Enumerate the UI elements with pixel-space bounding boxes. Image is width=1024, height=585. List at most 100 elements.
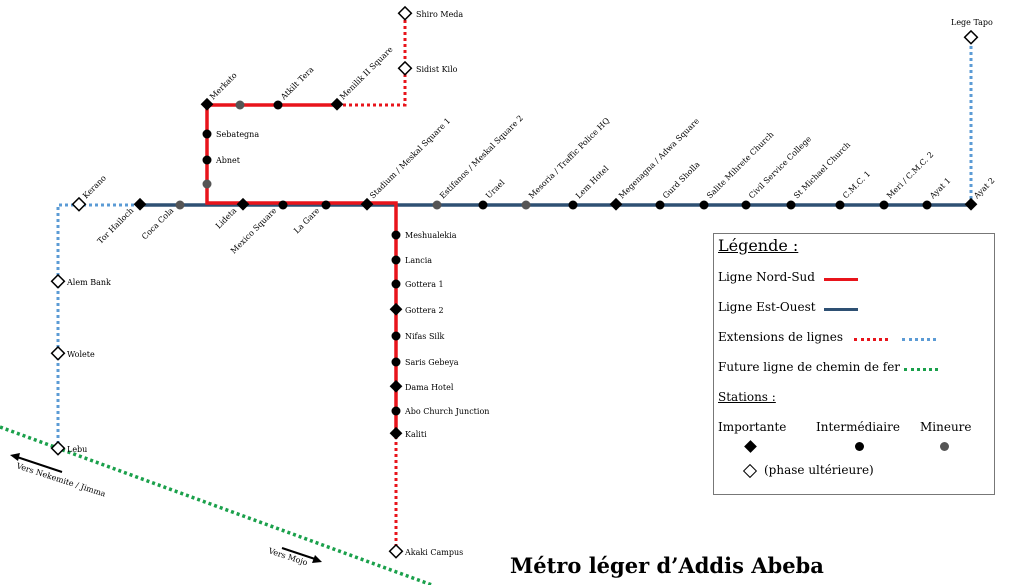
- label-akaki: Akaki Campus: [404, 548, 463, 557]
- map-title: Métro léger d’Addis Abeba: [510, 553, 824, 578]
- station-ayat2-marker[interactable]: [964, 197, 978, 211]
- future-railway-line: [0, 425, 433, 585]
- label-coca-cola: Coca Cola: [140, 206, 176, 242]
- station-wolete-marker[interactable]: [50, 345, 66, 361]
- legend-railway-swatch: [904, 368, 938, 371]
- station-markers: [50, 5, 979, 559]
- station-tor-hailoch-marker[interactable]: [133, 197, 147, 211]
- legend-importante-label: Importante: [718, 420, 787, 434]
- label-alem-bank: Alem Bank: [66, 278, 111, 287]
- label-ayat1: Ayat 1: [927, 176, 952, 201]
- station-abnet-marker[interactable]: [202, 155, 212, 165]
- label-cmc1: C.M.C. 1: [841, 169, 872, 200]
- label-la-gare: La Gare: [292, 206, 321, 235]
- station-st-michael-marker[interactable]: [786, 200, 796, 210]
- station-kerano-marker[interactable]: [71, 196, 87, 212]
- station-civil-service-marker[interactable]: [741, 200, 751, 210]
- station-estifanos-marker[interactable]: [432, 200, 442, 210]
- station-lancia-marker[interactable]: [391, 255, 401, 265]
- label-abnet: Abnet: [215, 156, 241, 165]
- legend-extension-ns-swatch: [854, 338, 888, 341]
- label-sidist-kilo: Sidist Kilo: [416, 65, 458, 74]
- label-lebu: Lebu: [67, 445, 87, 454]
- legend-nord-sud-swatch: [824, 278, 858, 281]
- station-lege-tapo-marker[interactable]: [963, 29, 979, 45]
- station-atkilt-tera-marker[interactable]: [273, 100, 283, 110]
- station-ayat1-marker[interactable]: [922, 200, 932, 210]
- station-kaliti-marker[interactable]: [389, 426, 403, 440]
- legend-mineure-icon: [940, 442, 949, 451]
- legend-nord-sud-label: Ligne Nord-Sud: [718, 270, 815, 284]
- nord-sud-line: [205, 103, 398, 434]
- label-mesoria: Mesoria / Traffic Police HQ: [527, 116, 612, 201]
- station-lebu-marker[interactable]: [50, 440, 66, 456]
- station-salite-marker[interactable]: [699, 200, 709, 210]
- label-lem-hotel: Lem Hotel: [574, 164, 611, 201]
- legend-est-ouest-swatch: [824, 308, 858, 311]
- station-alem-bank-marker[interactable]: [50, 273, 66, 289]
- station-merkato-marker[interactable]: [200, 97, 214, 111]
- legend-future-station-icon: [742, 463, 758, 479]
- station-lem-hotel-marker[interactable]: [568, 200, 578, 210]
- label-tor-hailoch: Tor Hailoch: [96, 206, 136, 246]
- arrowhead-mojo-icon: [312, 555, 322, 563]
- station-megenagna-marker[interactable]: [609, 197, 623, 211]
- station-menilik-marker[interactable]: [330, 97, 344, 111]
- label-nifas-silk: Nifas Silk: [405, 332, 445, 341]
- station-gottera2-marker[interactable]: [389, 302, 403, 316]
- label-merkato: Merkato: [208, 71, 239, 102]
- legend-extension-eo-swatch: [902, 338, 936, 341]
- label-dama: Dama Hotel: [405, 383, 454, 392]
- station-stadium-marker[interactable]: [360, 197, 374, 211]
- legend-extensions-label: Extensions de lignes: [718, 330, 844, 344]
- label-shiro-meda: Shiro Meda: [416, 10, 463, 19]
- station-shiro-meda-marker[interactable]: [397, 5, 413, 21]
- label-lancia: Lancia: [405, 256, 432, 265]
- label-atkilt-tera: Atkilt Tera: [278, 65, 315, 102]
- label-estifanos: Estifanos / Meskal Square 2: [438, 114, 525, 201]
- station-urael-marker[interactable]: [478, 200, 488, 210]
- label-sebategna: Sebategna: [216, 130, 259, 139]
- station-meshualekia-marker[interactable]: [391, 230, 401, 240]
- station-saris-marker[interactable]: [391, 357, 401, 367]
- station-la-gare-marker[interactable]: [321, 200, 331, 210]
- station-gurd-sholla-marker[interactable]: [655, 200, 665, 210]
- legend-heading: Légende :: [718, 236, 799, 255]
- legend-stations-heading: Stations :: [718, 390, 776, 404]
- station-gottera1-marker[interactable]: [391, 279, 401, 289]
- station-abo-marker[interactable]: [391, 406, 401, 416]
- label-vers-nekemte: Vers Nekemite / Jimma: [14, 461, 107, 499]
- label-saris: Saris Gebeya: [405, 358, 459, 367]
- station-cmc1-marker[interactable]: [835, 200, 845, 210]
- label-lege-tapo: Lege Tapo: [951, 18, 993, 27]
- station-mexico-marker[interactable]: [278, 200, 288, 210]
- station-mesoria-marker[interactable]: [521, 200, 531, 210]
- station-akaki-marker[interactable]: [388, 543, 404, 559]
- legend-intermediaire-label: Intermédiaire: [816, 420, 900, 434]
- station-lideta-marker[interactable]: [236, 197, 250, 211]
- legend-railway-label: Future ligne de chemin de fer: [718, 360, 901, 374]
- legend-est-ouest-label: Ligne Est-Ouest: [718, 300, 816, 314]
- station-dama-marker[interactable]: [389, 379, 403, 393]
- legend-importante-icon: [744, 440, 757, 453]
- label-urael: Urael: [484, 178, 507, 201]
- legend-mineure-label: Mineure: [920, 420, 972, 434]
- label-ayat2: Ayat 2: [971, 176, 996, 201]
- label-abo: Abo Church Junction: [404, 407, 489, 416]
- label-kerano: Kerano: [81, 173, 108, 200]
- station-nifas-silk-marker[interactable]: [391, 331, 401, 341]
- label-gurd-sholla: Gurd Sholla: [661, 160, 702, 201]
- arrowhead-nekemte-icon: [10, 453, 20, 461]
- label-wolete: Wolete: [67, 350, 95, 359]
- label-stadium: Stadium / Meskal Square 1: [368, 116, 452, 200]
- station-minor-marker[interactable]: [202, 179, 212, 189]
- station-meri-marker[interactable]: [879, 200, 889, 210]
- station-coca-cola-marker[interactable]: [175, 200, 185, 210]
- label-megenagna: Megenagna / Adwa Square: [617, 116, 701, 200]
- legend-intermediaire-icon: [855, 442, 864, 451]
- line-extensions: [56, 14, 973, 552]
- station-sidist-kilo-marker[interactable]: [397, 60, 413, 76]
- station-minor-marker[interactable]: [235, 100, 245, 110]
- station-sebategna-marker[interactable]: [202, 129, 212, 139]
